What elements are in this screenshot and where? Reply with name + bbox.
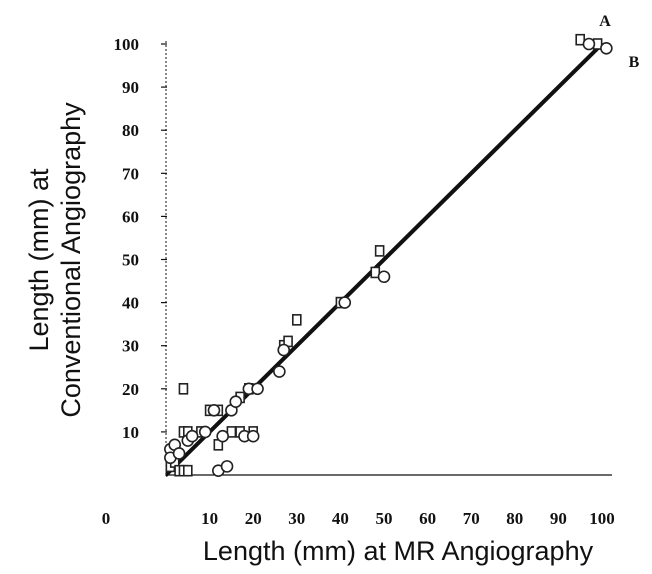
square-point: [374, 245, 385, 257]
y-tick-label: 40: [122, 294, 139, 313]
line-label-b: B: [629, 54, 640, 71]
circle-point: [198, 425, 212, 439]
y-tick-label: 30: [122, 337, 139, 356]
y-tick-label: 20: [122, 380, 139, 399]
x-tick-label: 80: [506, 509, 523, 528]
circle-point: [216, 429, 229, 443]
circle-point: [207, 404, 221, 417]
x-tick-label: 100: [589, 509, 615, 528]
square-point: [291, 314, 302, 326]
circle-point: [251, 382, 264, 396]
square-point: [178, 382, 189, 395]
y-tick-labels: 10 20 30 40 50 60 70 80 90 100: [114, 35, 167, 442]
x-tick-label: 30: [288, 509, 305, 528]
line-label-a: A: [599, 13, 611, 30]
line-labels: AB: [599, 13, 639, 71]
x-tick-label: 10: [201, 509, 218, 528]
circle-point: [377, 270, 391, 284]
square-point: [183, 464, 193, 477]
circle-point: [600, 42, 613, 55]
data-points: [164, 33, 613, 477]
circle-point: [172, 447, 186, 460]
x-tick-label: 40: [332, 509, 349, 528]
y-tick-label: 80: [122, 121, 139, 140]
y-axis-title-line1: Length (mm) at: [24, 168, 54, 352]
square-point: [370, 266, 381, 279]
circle-point: [229, 395, 243, 409]
x-axis-title: Length (mm) at MR Angiography: [203, 536, 594, 566]
circle-point: [185, 429, 199, 443]
y-axis-title-line2: Conventional Angiography: [56, 102, 86, 418]
x-tick-label: 70: [463, 509, 480, 528]
x-tick-label: 90: [550, 509, 567, 528]
circle-point: [246, 429, 260, 443]
y-tick-label: 60: [122, 207, 139, 226]
y-tick-label: 90: [122, 78, 139, 97]
y-tick-label: 50: [122, 251, 139, 270]
y-tick-label: 10: [122, 423, 139, 442]
y-tick-label: 100: [114, 35, 140, 54]
circle-point: [582, 37, 596, 51]
x-tick-label: 20: [245, 509, 262, 528]
x-tick-label: 50: [376, 509, 393, 528]
x-tick-label: 60: [419, 509, 436, 528]
circle-point: [273, 365, 286, 378]
x-tick-label: 0: [102, 509, 111, 528]
square-point: [575, 33, 586, 46]
x-tick-labels: 0 10 20 30 40 50 60 70 80 90 100: [102, 509, 615, 528]
y-tick-label: 70: [122, 164, 139, 183]
circle-point: [220, 460, 234, 473]
y-axis-title: Length (mm) at Conventional Angiography: [24, 102, 86, 418]
circle-point: [277, 343, 291, 357]
circle-point: [338, 296, 352, 309]
